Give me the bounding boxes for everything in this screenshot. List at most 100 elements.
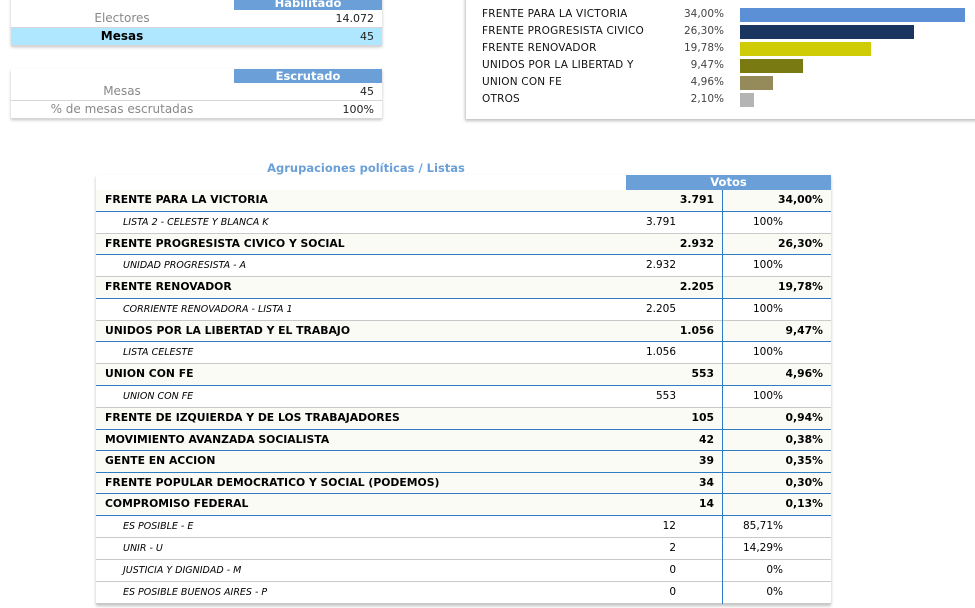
chart-row: FRENTE PROGRESISTA CIVICO 26,30% [466, 23, 975, 40]
percent-value: 0,35% [785, 454, 823, 468]
percent-value: 100% [752, 302, 783, 315]
percent-value: 26,30% [778, 236, 823, 250]
votes-value: 105 [691, 410, 714, 424]
list-name: CORRIENTE RENOVADORA - LISTA 1 [123, 303, 293, 315]
chart-row-name: FRENTE RENOVADOR [482, 42, 597, 54]
party-row: FRENTE PARA LA VICTORIA 3.791 34,00% [96, 190, 831, 212]
chart-row-name: FRENTE PROGRESISTA CIVICO [482, 25, 645, 37]
percent-value: 0% [766, 563, 783, 576]
party-name: MOVIMIENTO AVANZADA SOCIALISTA [105, 432, 330, 446]
votes-value: 2.205 [645, 302, 676, 315]
percent-value: 0,13% [785, 497, 823, 511]
percent-value: 9,47% [785, 323, 823, 337]
percent-value: 0% [766, 585, 783, 598]
party-name: UNIDOS POR LA LIBERTAD Y EL TRABAJO [105, 323, 350, 337]
votes-value: 42 [698, 432, 714, 446]
party-row: GENTE EN ACCION 39 0,35% [96, 451, 831, 473]
votes-value: 1.056 [679, 323, 714, 337]
votes-value: 2.932 [645, 259, 676, 272]
porcentaje-escrutadas-label: % de mesas escrutadas [50, 102, 194, 116]
chart-row: FRENTE RENOVADOR 19,78% [466, 40, 975, 57]
list-name: UNION CON FE [123, 390, 194, 402]
percent-value: 100% [752, 346, 783, 359]
list-name: LISTA CELESTE [123, 347, 194, 359]
list-name: JUSTICIA Y DIGNIDAD - M [123, 564, 242, 576]
escrutado-panel: Escrutado Mesas 45 % de mesas escrutadas… [11, 69, 382, 119]
percent-value: 85,71% [742, 519, 783, 532]
party-row: UNIDOS POR LA LIBERTAD Y EL TRABAJO 1.056… [96, 320, 831, 343]
percent-value: 0,30% [785, 475, 823, 489]
votes-value: 14 [698, 497, 714, 511]
chart-bar [740, 76, 773, 90]
party-name: FRENTE RENOVADOR [105, 280, 232, 294]
party-name: GENTE EN ACCION [105, 454, 216, 468]
chart-bar [740, 42, 871, 56]
list-row: JUSTICIA Y DIGNIDAD - M 0 0% [96, 559, 831, 582]
mesas-escrutadas-label: Mesas [103, 84, 141, 98]
votes-value: 3.791 [679, 193, 714, 206]
list-row: ES POSIBLE BUENOS AIRES - P 0 0% [96, 581, 831, 604]
chart-bar [740, 59, 803, 73]
list-row: UNIDAD PROGRESISTA - A 2.932 100% [96, 255, 831, 278]
list-row: ES POSIBLE - E 12 85,71% [96, 515, 831, 538]
party-name: UNION CON FE [105, 367, 194, 381]
party-name: FRENTE PARA LA VICTORIA [105, 193, 268, 206]
electores-row: Electores 14.072 [11, 10, 382, 28]
votes-value: 12 [662, 519, 676, 532]
percent-value: 0,94% [785, 410, 823, 424]
habilitado-panel: Habilitado Electores 14.072 Mesas 45 [11, 0, 382, 46]
percent-value: 14,29% [742, 541, 783, 554]
party-name: FRENTE DE IZQUIERDA Y DE LOS TRABAJADORE… [105, 410, 400, 424]
percent-value: 100% [752, 259, 783, 272]
votos-header: Votos [626, 175, 831, 190]
percent-value: 100% [752, 215, 783, 228]
chart-row-percent: 34,00% [683, 8, 724, 20]
chart-row-name: UNION CON FE [482, 76, 562, 88]
chart-row: UNIDOS POR LA LIBERTAD Y 9,47% [466, 57, 975, 74]
mesas-escrutadas-row: Mesas 45 [11, 83, 382, 101]
chart-row-percent: 19,78% [683, 42, 724, 54]
chart-bar [740, 25, 914, 39]
percent-value: 19,78% [778, 280, 823, 294]
party-name: COMPROMISO FEDERAL [105, 497, 249, 511]
list-row: CORRIENTE RENOVADORA - LISTA 1 2.205 100% [96, 298, 831, 321]
list-row: UNION CON FE 553 100% [96, 385, 831, 408]
porcentaje-escrutadas-value: 100% [342, 103, 374, 116]
list-row: LISTA 2 - CELESTE Y BLANCA K 3.791 100% [96, 211, 831, 234]
party-row: FRENTE POPULAR DEMOCRATICO Y SOCIAL (POD… [96, 472, 831, 495]
chart-row-name: FRENTE PARA LA VICTORIA [482, 8, 628, 20]
list-name: LISTA 2 - CELESTE Y BLANCA K [123, 216, 269, 228]
results-title: Agrupaciones políticas / Listas [267, 161, 465, 175]
chart-row-percent: 2,10% [690, 93, 724, 105]
votes-value: 0 [669, 563, 676, 576]
summary-chart-panel: FRENTE PARA LA VICTORIA 34,00% FRENTE PROG… [465, 0, 975, 119]
list-row: UNIR - U 2 14,29% [96, 537, 831, 560]
chart-row: OTROS 2,10% [466, 91, 975, 108]
chart-bar [740, 8, 965, 22]
votes-value: 553 [655, 389, 676, 402]
party-row: MOVIMIENTO AVANZADA SOCIALISTA 42 0,38% [96, 429, 831, 452]
mesas-habilitadas-row: Mesas 45 [11, 28, 382, 46]
chart-row-percent: 4,96% [690, 76, 724, 88]
votes-value: 0 [669, 585, 676, 598]
chart-row-percent: 26,30% [683, 25, 724, 37]
chart-row-name: UNIDOS POR LA LIBERTAD Y [482, 59, 634, 71]
percent-value: 34,00% [778, 193, 823, 206]
results-table: Votos FRENTE PARA LA VICTORIA 3.791 34,00%… [96, 175, 831, 604]
party-row: COMPROMISO FEDERAL 14 0,13% [96, 494, 831, 516]
percent-value: 100% [752, 389, 783, 402]
column-divider [722, 190, 723, 604]
chart-row-percent: 9,47% [690, 59, 724, 71]
percent-value: 0,38% [785, 432, 823, 446]
votes-value: 2.932 [679, 236, 714, 250]
chart-row: UNION CON FE 4,96% [466, 74, 975, 91]
results-rows: FRENTE PARA LA VICTORIA 3.791 34,00% LISTA … [96, 190, 831, 604]
mesas-label: Mesas [100, 29, 144, 43]
porcentaje-escrutadas-row: % de mesas escrutadas 100% [11, 101, 382, 119]
party-row: FRENTE RENOVADOR 2.205 19,78% [96, 277, 831, 299]
chart-bar [740, 93, 754, 107]
votes-value: 1.056 [645, 346, 676, 359]
electores-label: Electores [94, 11, 150, 25]
chart-row: FRENTE PARA LA VICTORIA 34,00% [466, 6, 975, 23]
party-name: FRENTE PROGRESISTA CIVICO Y SOCIAL [105, 236, 345, 250]
